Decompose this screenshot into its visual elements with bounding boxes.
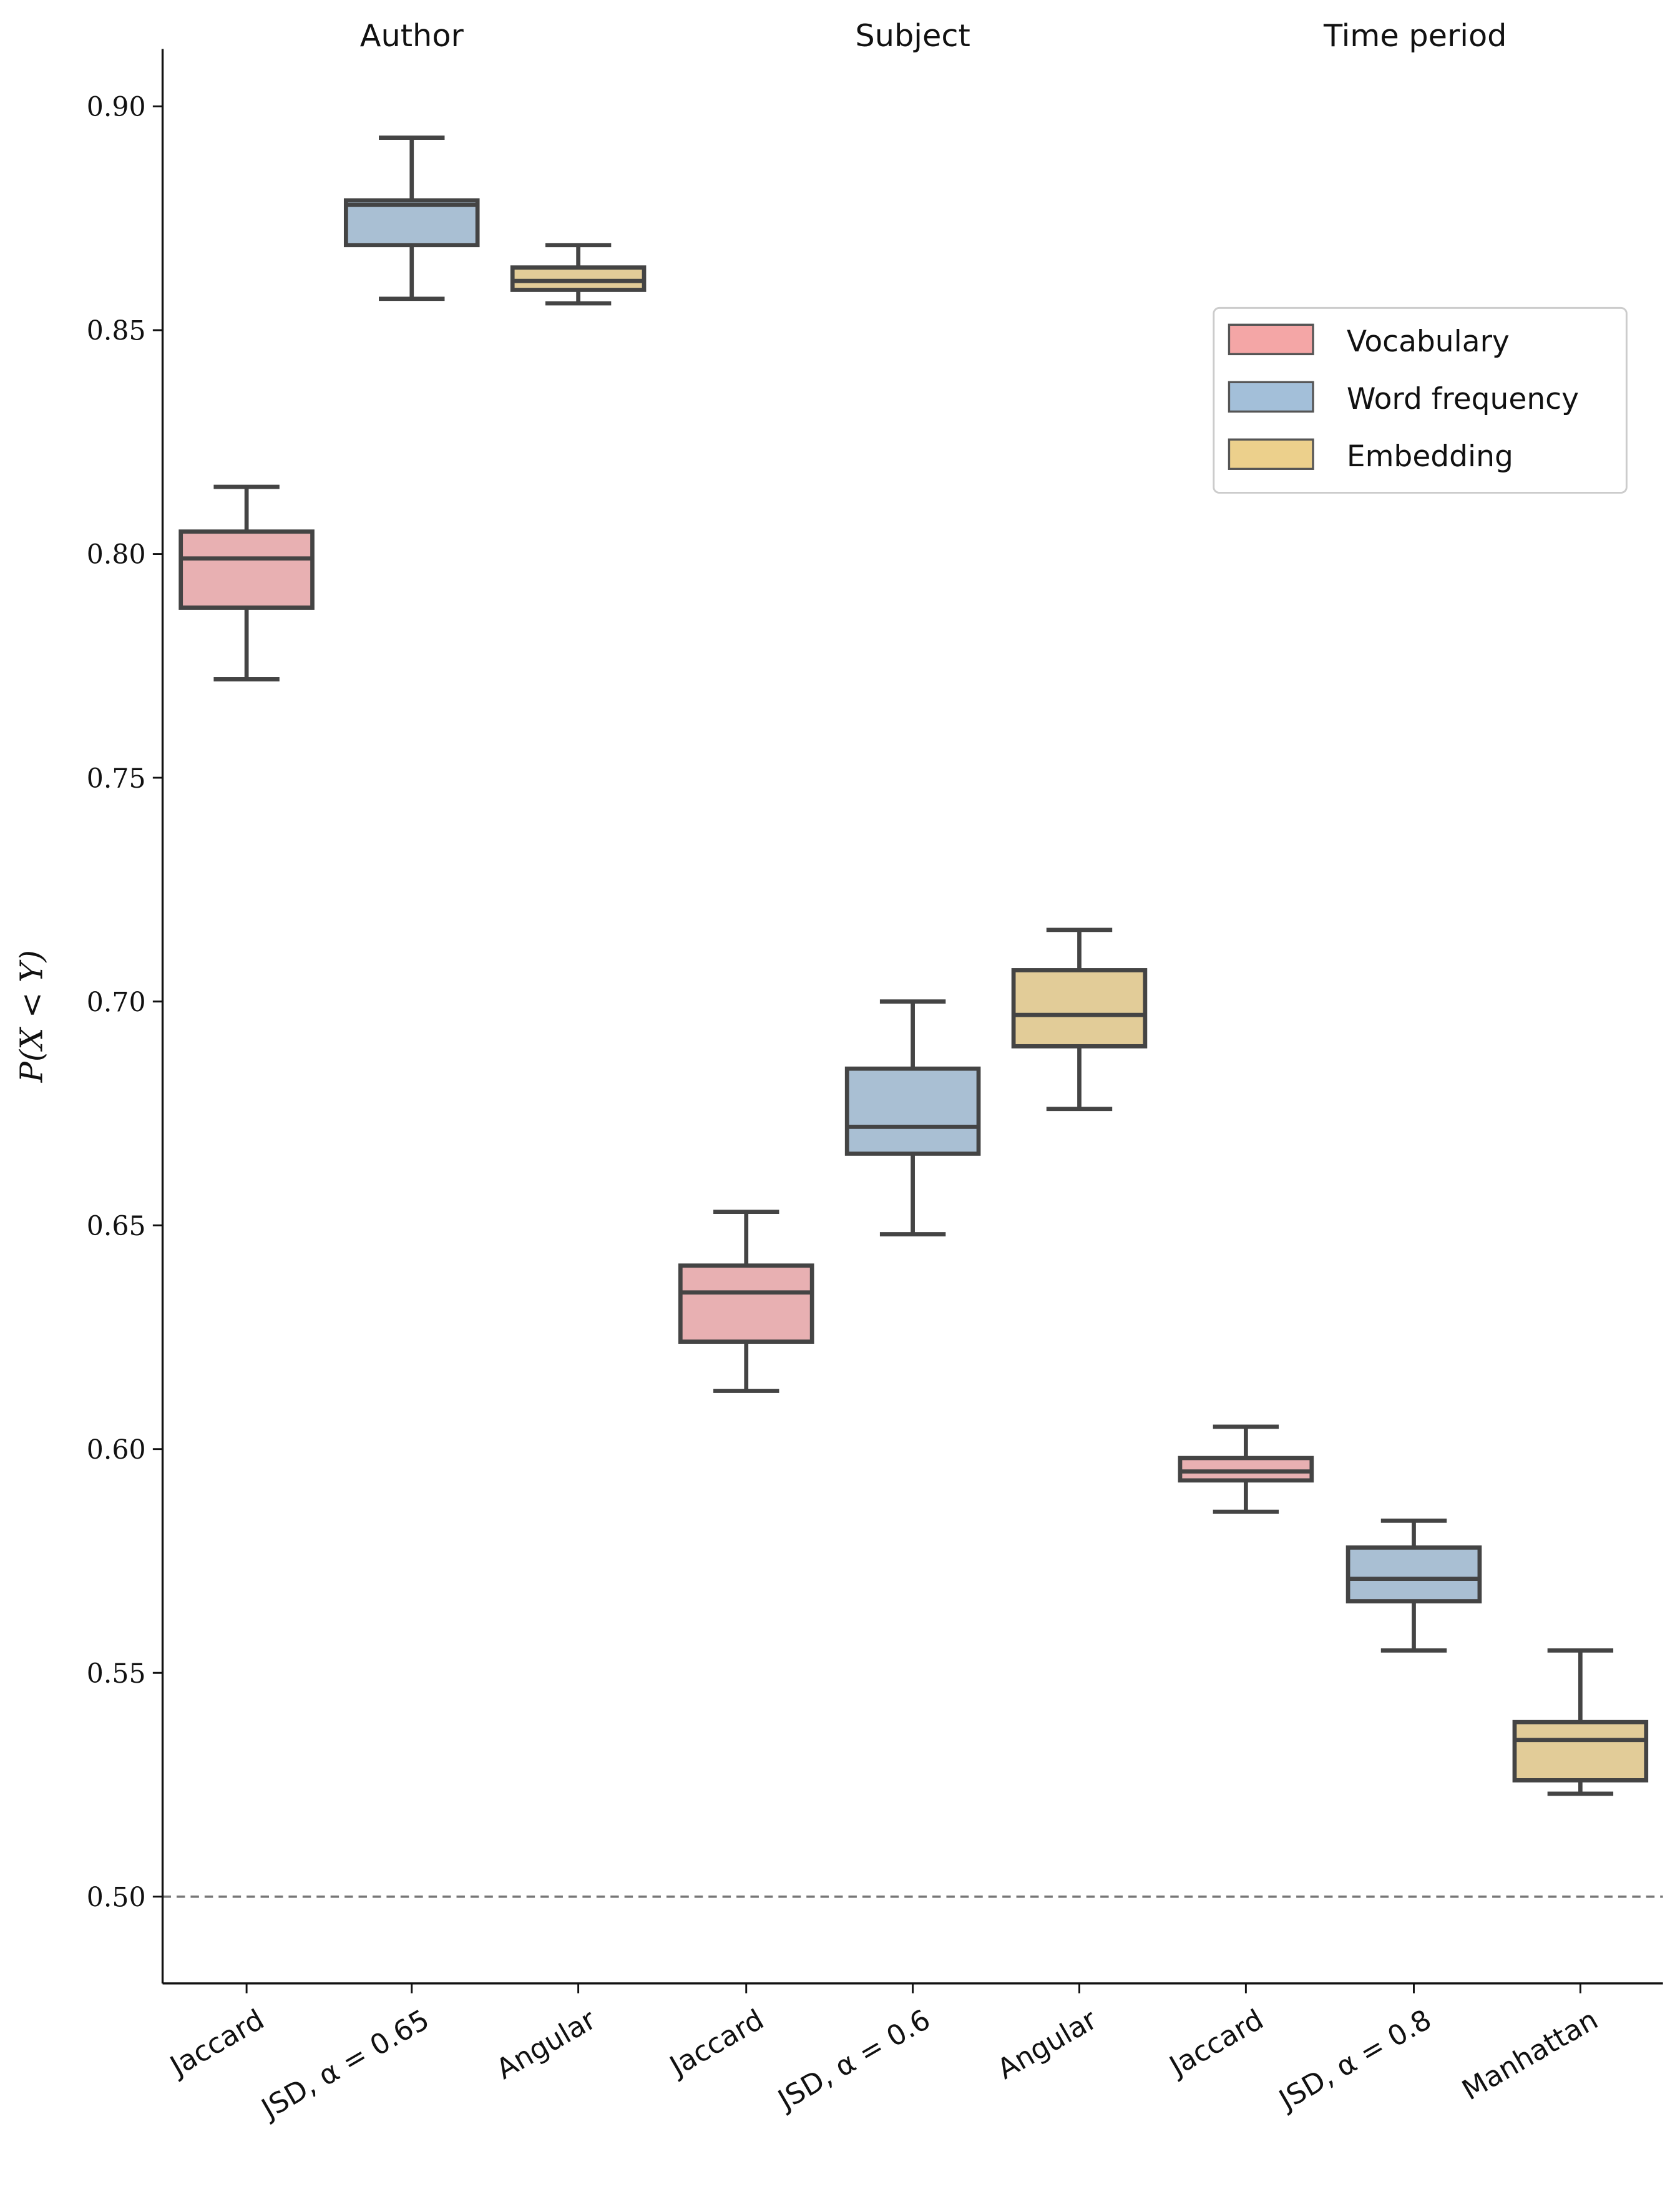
y-tick-label: 0.60 (87, 1434, 146, 1465)
y-tick-label: 0.50 (87, 1882, 146, 1913)
legend-label: Vocabulary (1347, 325, 1510, 359)
x-tick-label: Jaccard (163, 2003, 270, 2083)
y-tick-label: 0.65 (87, 1211, 146, 1242)
box (1345, 1545, 1482, 1603)
group-title: Time period (1323, 17, 1507, 54)
y-tick-label: 0.70 (87, 987, 146, 1018)
x-tick-label: JSD, α = 0.65 (255, 2003, 435, 2126)
x-tick-label: Manhattan (1457, 2003, 1604, 2107)
box (343, 198, 480, 248)
y-axis-label: P(X < Y) (14, 950, 50, 1083)
legend (1213, 306, 1628, 494)
legend-swatch (1228, 323, 1314, 356)
x-tick-label: Angular (491, 2002, 602, 2085)
x-tick-label: Jaccard (1162, 2003, 1269, 2083)
group-title: Author (360, 17, 464, 54)
legend-swatch (1228, 438, 1314, 470)
legend-swatch (1228, 381, 1314, 413)
y-tick-label: 0.90 (87, 92, 146, 123)
y-tick-label: 0.75 (87, 763, 146, 795)
x-tick-label: Jaccard (663, 2003, 769, 2083)
group-title: Subject (855, 17, 970, 54)
box (844, 1066, 981, 1156)
legend-label: Embedding (1347, 439, 1513, 474)
y-tick-label: 0.55 (87, 1658, 146, 1690)
box (678, 1263, 814, 1344)
x-tick-label: JSD, α = 0.6 (771, 2003, 935, 2117)
x-tick-label: Angular (992, 2002, 1103, 2085)
x-tick-label: JSD, α = 0.8 (1272, 2003, 1437, 2117)
box (1178, 1456, 1314, 1483)
legend-label: Word frequency (1347, 382, 1579, 416)
box (1011, 968, 1148, 1049)
y-tick-label: 0.85 (87, 316, 146, 347)
box (1512, 1720, 1649, 1783)
box (510, 265, 647, 292)
y-tick-label: 0.80 (87, 539, 146, 570)
box (178, 529, 315, 610)
